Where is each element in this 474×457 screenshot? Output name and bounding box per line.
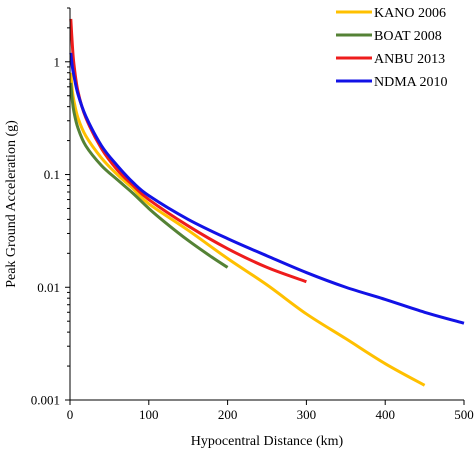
- series-line-kano-2006: [69, 72, 426, 387]
- series-line-ndma-2010: [69, 52, 465, 325]
- x-tick-label: 100: [139, 407, 159, 422]
- y-tick-label: 1: [54, 54, 61, 69]
- y-tick-label: 0.1: [44, 167, 60, 182]
- axes-layer: 0 100 200 300 400 500 0.001 0.01 0.1 1: [31, 7, 474, 422]
- x-tick-label: 200: [218, 407, 238, 422]
- x-tick-label: 500: [454, 407, 474, 422]
- x-tick-label: 400: [375, 407, 395, 422]
- legend: KANO 2006 BOAT 2008 ANBU 2013 NDMA 2010: [336, 6, 448, 90]
- series-line-anbu-2013: [69, 18, 307, 284]
- legend-label-kano-2006: KANO 2006: [374, 6, 446, 21]
- y-tick-label: 0.001: [31, 393, 60, 408]
- y-axis-title: Peak Ground Acceleration (g): [4, 120, 19, 288]
- series-layer: [69, 18, 465, 387]
- y-tick-label: 0.01: [37, 280, 60, 295]
- legend-label-ndma-2010: NDMA 2010: [374, 75, 448, 90]
- x-tick-label: 0: [67, 407, 74, 422]
- x-tick-label: 300: [297, 407, 317, 422]
- series-line-boat-2008: [69, 82, 229, 269]
- legend-label-boat-2008: BOAT 2008: [374, 29, 442, 44]
- x-axis-title: Hypocentral Distance (km): [191, 434, 344, 449]
- legend-label-anbu-2013: ANBU 2013: [374, 52, 445, 67]
